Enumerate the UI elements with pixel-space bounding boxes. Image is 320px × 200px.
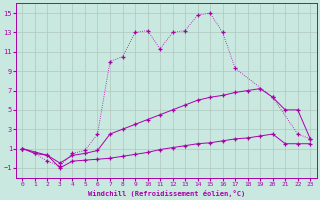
X-axis label: Windchill (Refroidissement éolien,°C): Windchill (Refroidissement éolien,°C) (88, 190, 245, 197)
